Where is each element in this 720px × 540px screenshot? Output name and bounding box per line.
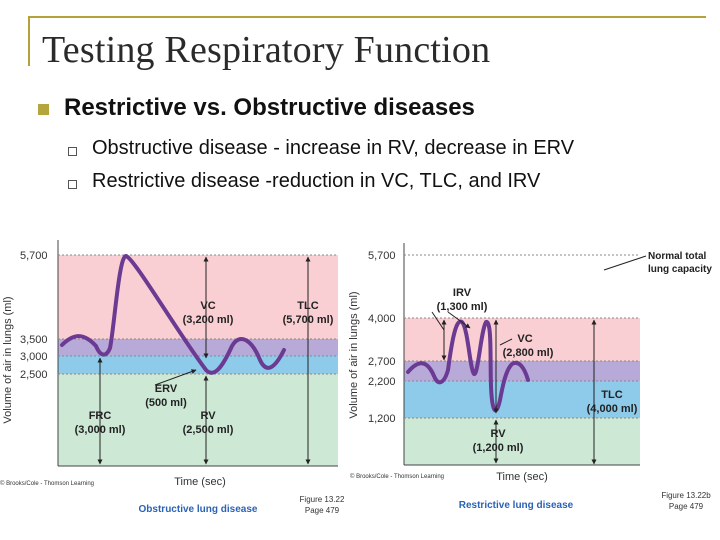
res-irv-label: IRV bbox=[453, 287, 472, 299]
obs-tick-3500: 3,500 bbox=[20, 334, 48, 346]
sub-bullet-restrictive: Restrictive disease -reduction in VC, TL… bbox=[92, 170, 541, 192]
res-copyright: © Brooks/Cole - Thomson Learning bbox=[350, 473, 444, 480]
checkbox-bullet-icon bbox=[68, 147, 77, 156]
obs-tv-band bbox=[58, 339, 338, 356]
res-normal-pointer bbox=[603, 255, 647, 271]
obstructive-figure: 5,700 3,500 3,000 2,500 Volume of air in… bbox=[0, 240, 345, 515]
res-tick-4000: 4,000 bbox=[368, 313, 396, 325]
res-tick-5700: 5,700 bbox=[368, 250, 396, 262]
obs-erv-label: ERV bbox=[155, 383, 178, 395]
obs-volume-curve bbox=[60, 253, 286, 375]
res-tv-band bbox=[404, 361, 640, 381]
obs-erv-value: (500 ml) bbox=[145, 397, 187, 409]
obs-rv-label: RV bbox=[200, 410, 216, 422]
obs-x-axis-label: Time (sec) bbox=[174, 476, 226, 488]
obs-rv-band bbox=[58, 374, 338, 466]
bullet-main: Restrictive vs. Obstructive diseases bbox=[64, 94, 475, 121]
res-irv-value: (1,300 ml) bbox=[437, 301, 488, 313]
res-tlc-value: (4,000 ml) bbox=[587, 403, 638, 415]
obs-frc-value: (3,000 ml) bbox=[75, 424, 126, 436]
obs-y-axis-label: Volume of air in lungs (ml) bbox=[2, 296, 14, 423]
res-erv-band bbox=[404, 381, 640, 418]
frame-top-rule bbox=[28, 16, 706, 18]
res-rv-band bbox=[404, 418, 640, 465]
obs-vc-value: (3,200 ml) bbox=[183, 314, 234, 326]
obs-tick-3000: 3,000 bbox=[20, 351, 48, 363]
res-normal-label: Normal total bbox=[648, 251, 707, 262]
slide-title: Testing Respiratory Function bbox=[42, 29, 491, 71]
sub-bullet-obstructive: Obstructive disease - increase in RV, de… bbox=[92, 137, 575, 159]
res-tlc-label: TLC bbox=[601, 389, 622, 401]
obs-rv-value: (2,500 ml) bbox=[183, 424, 234, 436]
res-rv-value: (1,200 ml) bbox=[473, 442, 524, 454]
res-normal-label-2: lung capacity bbox=[648, 264, 712, 275]
obs-vc-label: VC bbox=[200, 300, 215, 312]
obs-caption: Obstructive lung disease bbox=[139, 504, 258, 515]
obs-copyright: © Brooks/Cole - Thomson Learning bbox=[0, 480, 94, 487]
res-volume-curve bbox=[406, 319, 530, 413]
frame-left-rule bbox=[28, 16, 30, 66]
res-figure-page: Page 479 bbox=[669, 502, 704, 511]
res-rv-label: RV bbox=[490, 428, 506, 440]
obs-tick-2500: 2,500 bbox=[20, 369, 48, 381]
res-figure-number: Figure 13.22b bbox=[661, 491, 711, 500]
obs-tlc-label: TLC bbox=[297, 300, 318, 312]
obs-figure-page: Page 479 bbox=[305, 506, 340, 515]
res-vc-pointer bbox=[499, 338, 513, 346]
res-vc-value: (2,800 ml) bbox=[503, 347, 554, 359]
res-vc-label: VC bbox=[517, 333, 532, 345]
obs-tick-5700: 5,700 bbox=[20, 250, 48, 262]
res-tick-1200: 1,200 bbox=[368, 413, 396, 425]
res-x-axis-label: Time (sec) bbox=[496, 471, 548, 483]
res-y-axis-label: Volume of air in lungs (ml) bbox=[348, 291, 360, 418]
checkbox-bullet-icon bbox=[68, 180, 77, 189]
res-irv-pointer-2 bbox=[431, 311, 445, 331]
restrictive-figure: 5,700 4,000 2,700 2,200 1,200 Volume of … bbox=[348, 243, 712, 511]
res-tick-2200: 2,200 bbox=[368, 376, 396, 388]
obs-frc-label: FRC bbox=[89, 410, 112, 422]
res-tick-2700: 2,700 bbox=[368, 356, 396, 368]
obs-irv-band bbox=[58, 255, 338, 339]
res-irv-pointer bbox=[447, 311, 471, 329]
obs-tlc-value: (5,700 ml) bbox=[283, 314, 334, 326]
bullet-square-icon bbox=[38, 104, 49, 115]
res-caption: Restrictive lung disease bbox=[459, 500, 574, 511]
obs-figure-number: Figure 13.22 bbox=[300, 495, 345, 504]
obs-erv-pointer bbox=[154, 369, 197, 386]
